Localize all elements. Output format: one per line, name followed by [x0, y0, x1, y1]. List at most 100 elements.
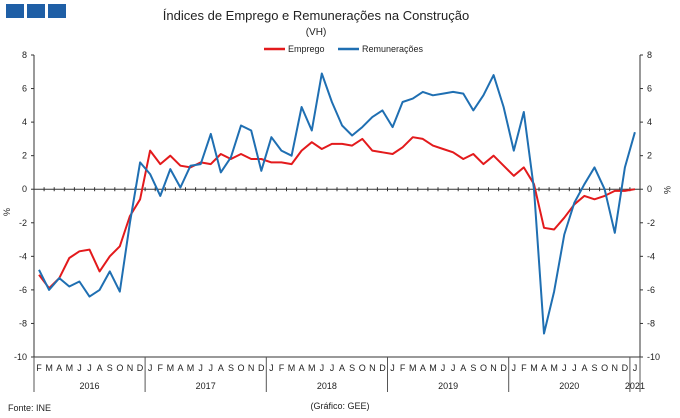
y-tick-label-left: 8 [22, 50, 27, 60]
month-label: J [512, 363, 517, 373]
month-label: J [441, 363, 446, 373]
month-label: J [269, 363, 274, 373]
y-tick-label-right: -8 [647, 318, 655, 328]
month-label: J [198, 363, 203, 373]
month-label: J [77, 363, 82, 373]
y-tick-label-left: 6 [22, 84, 27, 94]
plot-area [38, 72, 636, 335]
y-tick-label-right: 0 [647, 184, 652, 194]
month-label: N [248, 363, 255, 373]
month-label: M [409, 363, 417, 373]
y-axis-label-left: % [2, 208, 12, 216]
month-label: F [521, 363, 527, 373]
legend: Emprego Remunerações [264, 44, 424, 54]
y-tick-label-right: 2 [647, 151, 652, 161]
year-label: 2017 [196, 381, 216, 391]
month-label: A [541, 363, 547, 373]
year-label: 2019 [438, 381, 458, 391]
month-label: A [56, 363, 62, 373]
month-label: M [167, 363, 175, 373]
y-tick-label-left: -2 [19, 218, 27, 228]
month-label: J [87, 363, 92, 373]
year-label: 2018 [317, 381, 337, 391]
month-label: M [187, 363, 195, 373]
month-label: D [622, 363, 629, 373]
y-tick-label-right: -4 [647, 251, 655, 261]
month-label: O [359, 363, 366, 373]
month-label: N [612, 363, 619, 373]
month-label: A [218, 363, 224, 373]
y-tick-label-right: -10 [647, 352, 660, 362]
month-label: O [480, 363, 487, 373]
y-axis-label-right: % [662, 186, 672, 194]
month-label: J [562, 363, 567, 373]
month-label: N [127, 363, 134, 373]
year-label: 2020 [559, 381, 579, 391]
month-label: D [500, 363, 507, 373]
logo-block [48, 4, 66, 18]
month-label: D [137, 363, 144, 373]
series-line-emprego [38, 136, 636, 290]
y-tick-label-right: 6 [647, 84, 652, 94]
month-label: S [592, 363, 598, 373]
month-label: M [288, 363, 296, 373]
y-tick-label-left: 4 [22, 117, 27, 127]
month-label: S [107, 363, 113, 373]
month-label: J [320, 363, 325, 373]
legend-label-emprego: Emprego [288, 44, 325, 54]
y-tick-label-left: 2 [22, 151, 27, 161]
month-label: D [258, 363, 265, 373]
month-label: N [369, 363, 376, 373]
month-label: A [299, 363, 305, 373]
month-label: O [238, 363, 245, 373]
month-label: J [330, 363, 335, 373]
month-label: F [36, 363, 42, 373]
month-label: M [45, 363, 53, 373]
y-tick-label-right: -2 [647, 218, 655, 228]
y-tick-label-left: -6 [19, 285, 27, 295]
month-label: A [339, 363, 345, 373]
month-label: O [116, 363, 123, 373]
graph-credit: (Gráfico: GEE) [310, 401, 369, 411]
month-label: A [581, 363, 587, 373]
month-label: M [308, 363, 316, 373]
month-label: J [390, 363, 395, 373]
y-tick-label-left: -8 [19, 318, 27, 328]
series-line-remuneracoes [38, 72, 636, 335]
month-label: A [97, 363, 103, 373]
month-label: F [279, 363, 285, 373]
axes: -10 -10-8 -8-6 -6-4 -4-2 -20 02 24 46 68 8F M A M J J A S… [14, 50, 660, 392]
y-tick-label-right: 4 [647, 117, 652, 127]
y-tick-label-left: 0 [22, 184, 27, 194]
y-tick-label-right: -6 [647, 285, 655, 295]
month-label: F [400, 363, 406, 373]
month-label: O [601, 363, 608, 373]
y-tick-label-right: 8 [647, 50, 652, 60]
month-label: S [349, 363, 355, 373]
source-label: Fonte: INE [8, 403, 51, 413]
month-label: J [148, 363, 153, 373]
month-label: N [490, 363, 497, 373]
month-label: A [177, 363, 183, 373]
month-label: M [66, 363, 74, 373]
month-label: J [451, 363, 456, 373]
month-label: J [633, 363, 638, 373]
month-label: S [228, 363, 234, 373]
legend-label-remuneracoes: Remunerações [362, 44, 424, 54]
year-label: 2021 [625, 381, 645, 391]
y-tick-label-left: -10 [14, 352, 27, 362]
logo-block [27, 4, 45, 18]
month-label: M [530, 363, 538, 373]
month-label: M [550, 363, 558, 373]
month-label: S [470, 363, 476, 373]
ine-logo [6, 4, 66, 18]
y-tick-label-left: -4 [19, 251, 27, 261]
chart-title: Índices de Emprego e Remunerações na Con… [163, 8, 469, 23]
logo-block [6, 4, 24, 18]
year-label: 2016 [80, 381, 100, 391]
month-label: F [158, 363, 164, 373]
month-label: J [572, 363, 577, 373]
month-label: M [429, 363, 437, 373]
chart-subtitle: (VH) [306, 27, 327, 38]
